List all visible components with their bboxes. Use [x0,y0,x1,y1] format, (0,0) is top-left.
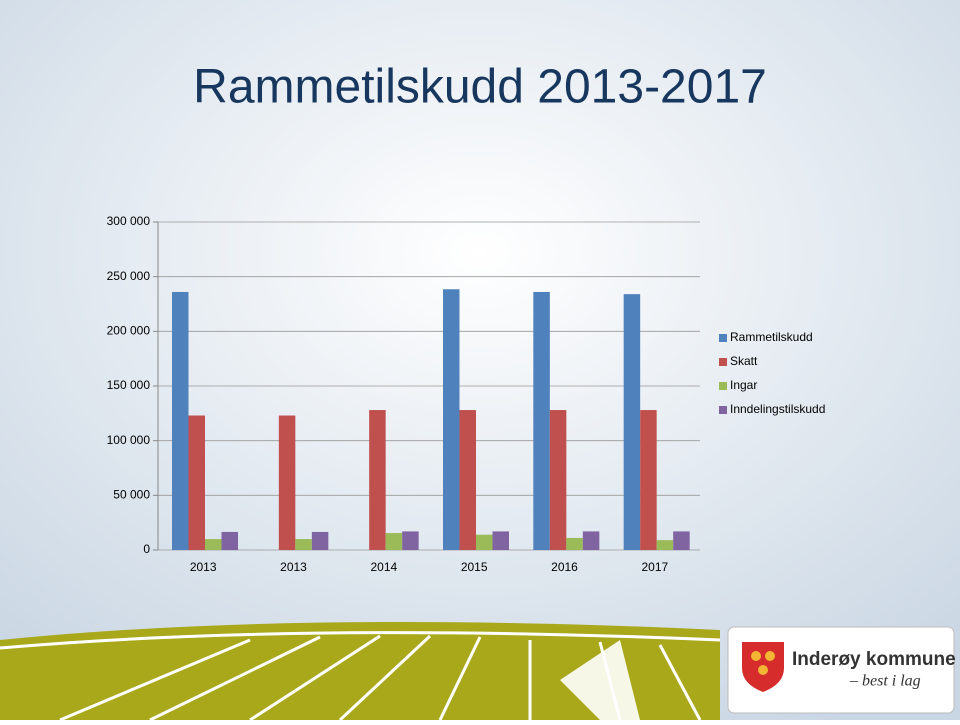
bar [188,415,205,550]
y-tick-label: 200 000 [107,324,151,338]
legend-swatch [719,358,727,366]
field-decoration [0,622,721,722]
bar [221,531,238,550]
x-tick-label: 2013 [280,560,307,574]
y-tick-label: 0 [143,542,150,556]
x-tick-label: 2014 [370,560,397,574]
bar [443,289,460,550]
legend-label: Rammetilskudd [730,330,813,344]
y-tick-label: 250 000 [107,269,151,283]
bar [459,410,476,550]
bar [295,539,312,550]
bar [492,531,509,550]
bar [369,410,386,550]
bar [476,534,493,550]
legend-label: Skatt [730,354,758,368]
bar [205,539,222,550]
y-tick-label: 150 000 [107,378,151,392]
legend-label: Ingar [730,378,757,392]
bar [385,533,403,550]
bar [640,410,657,550]
y-tick-label: 100 000 [107,433,151,447]
bar [623,294,641,550]
chart-title: Rammetilskudd 2013-2017 [193,61,767,114]
x-tick-label: 2013 [190,560,217,574]
bar [673,531,690,550]
legend-swatch [719,406,727,414]
logo: Inderøy kommune – best i lag [727,626,956,714]
y-tick-label: 50 000 [113,488,150,502]
bar [582,531,600,550]
logo-slogan: – best i lag [849,673,921,690]
bar [549,410,567,550]
bar [311,531,329,550]
x-tick-label: 2017 [641,560,668,574]
bar [172,291,189,550]
legend-label: Inndelingstilskudd [730,402,825,416]
bar [566,537,583,550]
y-tick-label: 300 000 [107,214,151,228]
bar [533,291,550,550]
x-tick-label: 2015 [461,560,488,574]
legend-swatch [719,382,727,390]
bar [402,531,419,550]
bar [278,415,296,550]
logo-name: Inderøy kommune [792,649,956,670]
bar [656,540,674,550]
legend-swatch [719,334,727,342]
x-tick-label: 2016 [551,560,578,574]
